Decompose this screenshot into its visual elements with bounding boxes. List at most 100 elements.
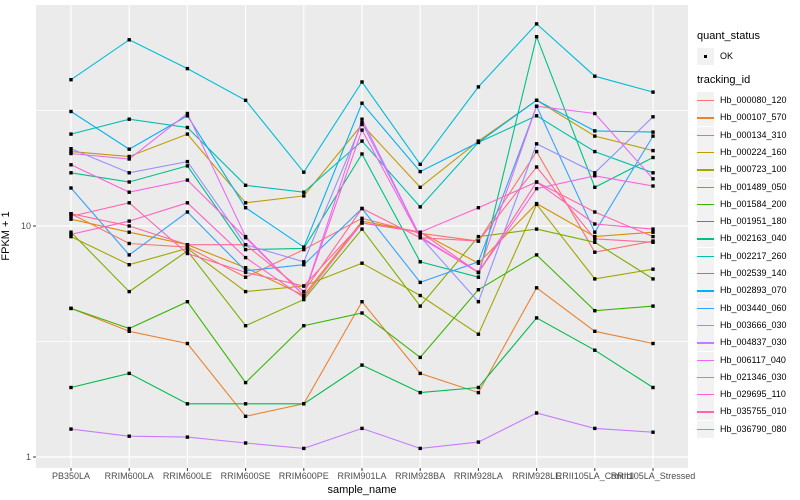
x-tick-label-RRIM600PE: RRIM600PE bbox=[278, 471, 329, 481]
data-point bbox=[476, 300, 481, 304]
legend-line-swatch bbox=[697, 428, 714, 431]
legend-line-swatch bbox=[697, 273, 714, 275]
data-point bbox=[302, 263, 306, 267]
x-tick-label-RRIM928LE: RRIM928LE bbox=[512, 471, 562, 481]
legend-label-Hb_001489_050: Hb_001489_050 bbox=[720, 181, 787, 192]
data-point bbox=[243, 414, 248, 418]
data-point bbox=[243, 206, 248, 210]
x-tick-label-RRIM600LA: RRIM600LA bbox=[104, 471, 154, 481]
legend-key-Hb_002893_070 bbox=[697, 282, 714, 300]
x-tick-label-RRII105LA_Control: RRII105LA_Control bbox=[555, 471, 634, 481]
data-point bbox=[243, 255, 248, 260]
data-point bbox=[127, 147, 131, 151]
data-point bbox=[69, 132, 73, 136]
data-point bbox=[534, 253, 539, 257]
data-point bbox=[127, 230, 131, 234]
data-point bbox=[476, 140, 481, 145]
data-point bbox=[302, 170, 306, 174]
x-tick-label-PB350LA: PB350LA bbox=[51, 471, 91, 481]
data-point bbox=[476, 440, 481, 444]
legend-label-Hb_035755_010: Hb_035755_010 bbox=[720, 406, 787, 417]
legend-label-Hb_000723_100: Hb_000723_100 bbox=[720, 164, 787, 175]
data-point bbox=[360, 227, 364, 231]
data-point bbox=[593, 129, 597, 133]
legend-label-Hb_003666_030: Hb_003666_030 bbox=[720, 319, 787, 330]
data-point bbox=[651, 227, 655, 231]
data-point bbox=[476, 260, 481, 264]
legend-label-Hb_001951_180: Hb_001951_180 bbox=[720, 216, 787, 227]
legend-key-Hb_021346_030 bbox=[697, 368, 714, 386]
x-tick-label-RRIM901LA: RRIM901LA bbox=[337, 471, 387, 481]
data-point bbox=[185, 159, 190, 164]
data-point bbox=[476, 85, 481, 89]
data-point bbox=[476, 239, 481, 243]
legend-line-swatch bbox=[697, 238, 714, 240]
legend-key-Hb_001584_200 bbox=[697, 195, 714, 213]
data-point bbox=[651, 115, 655, 119]
data-point bbox=[651, 267, 655, 271]
legend-line-swatch bbox=[697, 151, 714, 154]
data-point bbox=[302, 293, 306, 298]
legend-line-swatch bbox=[697, 186, 714, 188]
x-tick-label-RRIM600LE: RRIM600LE bbox=[162, 471, 212, 481]
legend-label-Hb_002539_140: Hb_002539_140 bbox=[720, 268, 787, 278]
legend-key-ok bbox=[697, 48, 714, 65]
data-point bbox=[593, 230, 597, 234]
data-point bbox=[418, 280, 422, 285]
data-point bbox=[360, 261, 364, 265]
legend-line-swatch bbox=[697, 255, 714, 258]
data-point bbox=[651, 234, 655, 239]
data-point bbox=[418, 371, 422, 376]
data-point bbox=[418, 236, 422, 240]
data-point bbox=[69, 385, 73, 390]
data-point bbox=[476, 270, 481, 275]
data-point bbox=[360, 206, 364, 211]
legend-line-swatch bbox=[697, 376, 714, 379]
data-point bbox=[127, 241, 131, 246]
legend-title-quant-status: quant_status bbox=[697, 30, 760, 42]
data-point bbox=[302, 297, 306, 302]
legend-line-swatch bbox=[697, 290, 714, 292]
data-point bbox=[476, 234, 481, 239]
data-point bbox=[127, 190, 131, 194]
data-point bbox=[360, 221, 364, 225]
data-point bbox=[418, 304, 422, 308]
data-point bbox=[593, 149, 597, 154]
legend-line-swatch bbox=[697, 359, 714, 361]
data-point bbox=[651, 177, 655, 181]
data-point bbox=[69, 230, 73, 234]
data-point bbox=[418, 446, 422, 451]
data-point bbox=[651, 90, 655, 94]
data-point bbox=[185, 178, 190, 182]
data-point bbox=[593, 185, 597, 189]
legend-label-Hb_002217_260: Hb_002217_260 bbox=[720, 250, 787, 261]
data-point bbox=[360, 101, 364, 105]
data-point bbox=[651, 171, 655, 175]
data-point bbox=[185, 249, 190, 253]
legend-key-Hb_000224_160 bbox=[697, 143, 714, 161]
data-point bbox=[651, 134, 655, 138]
data-point bbox=[185, 435, 190, 439]
data-point bbox=[360, 219, 364, 223]
data-point bbox=[534, 286, 539, 290]
data-point bbox=[127, 224, 131, 228]
data-point bbox=[127, 434, 131, 438]
data-point bbox=[127, 171, 131, 175]
data-point bbox=[476, 385, 481, 390]
data-point bbox=[593, 277, 597, 281]
data-point bbox=[243, 441, 248, 445]
data-point bbox=[593, 250, 597, 254]
data-point bbox=[243, 236, 248, 240]
data-point bbox=[534, 202, 539, 207]
data-point bbox=[534, 187, 539, 191]
data-point bbox=[360, 139, 364, 143]
data-point bbox=[302, 260, 306, 264]
legend-label-Hb_000080_120: Hb_000080_120 bbox=[720, 95, 787, 105]
data-point bbox=[243, 247, 248, 252]
data-point bbox=[185, 125, 190, 130]
data-point bbox=[534, 35, 539, 39]
data-point bbox=[127, 38, 131, 42]
data-point bbox=[476, 390, 481, 395]
data-point bbox=[69, 212, 73, 216]
